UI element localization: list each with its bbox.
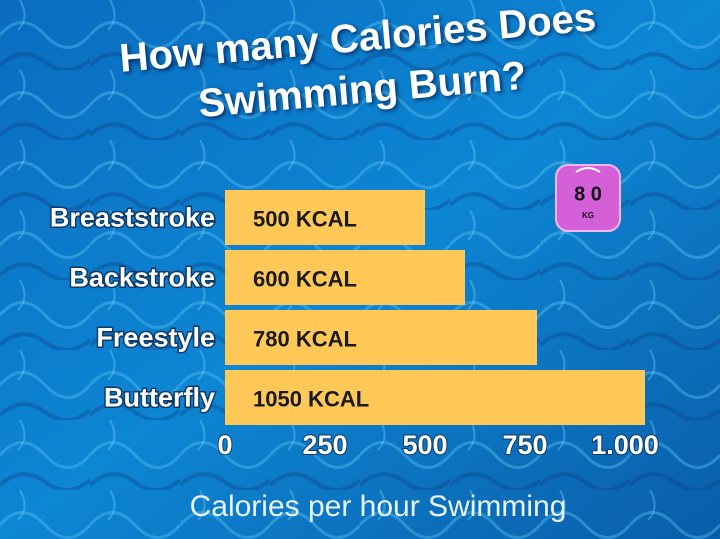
badge-unit: KG (582, 211, 594, 220)
category-label: Freestyle (96, 323, 215, 353)
x-tick-label: 750 (502, 430, 547, 460)
category-label: Butterfly (104, 383, 215, 413)
badge-dial (575, 167, 601, 173)
weight-badge: 8 0 KG (555, 164, 621, 232)
category-label: Backstroke (69, 263, 215, 293)
badge-shape (555, 164, 621, 232)
bar (225, 190, 425, 245)
x-tick-label: 500 (402, 430, 447, 460)
category-label: Breaststroke (50, 203, 215, 233)
x-tick-label: 0 (217, 430, 232, 460)
x-tick-label: 1.000 (591, 430, 659, 460)
value-label: 600 KCAL (253, 266, 357, 291)
bar (225, 370, 645, 425)
bar (225, 310, 537, 365)
x-tick-label: 250 (302, 430, 347, 460)
value-label: 780 KCAL (253, 326, 357, 351)
bar (225, 250, 465, 305)
value-label: 500 KCAL (253, 206, 357, 231)
badge-value: 8 0 (574, 183, 602, 205)
x-axis-label: Calories per hour Swimming (190, 490, 567, 523)
value-label: 1050 KCAL (253, 386, 369, 411)
